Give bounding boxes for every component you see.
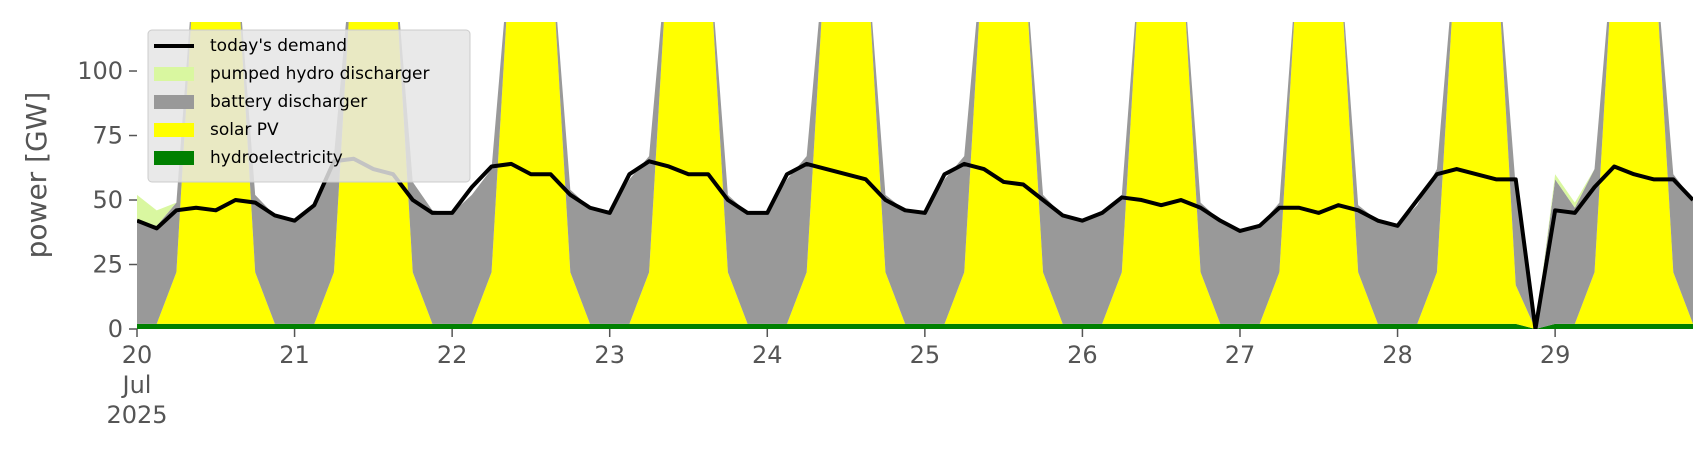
legend-label: hydroelectricity (210, 148, 343, 168)
y-tick-label: 0 (108, 315, 123, 343)
x-tick-label: 26 (1067, 341, 1098, 369)
legend-label: solar PV (210, 120, 279, 140)
legend-label: battery discharger (210, 92, 367, 112)
x-tick-label: 22 (437, 341, 468, 369)
legend-label: today's demand (210, 36, 347, 56)
x-tick-label: 23 (594, 341, 625, 369)
y-tick-label: 50 (92, 186, 123, 214)
x-tick-label: 21 (279, 341, 310, 369)
area (137, 22, 1693, 329)
y-axis-label: power [GW] (20, 92, 53, 259)
plot-area (137, 22, 1693, 329)
x-tick-label: 24 (752, 341, 783, 369)
x-tick-label: 27 (1225, 341, 1256, 369)
area (137, 22, 1693, 329)
y-tick-label: 25 (92, 251, 123, 279)
y-tick-label: 100 (77, 57, 123, 85)
legend-label: pumped hydro discharger (210, 64, 429, 84)
x-tick-label: 20 Jul 2025 (106, 341, 167, 429)
legend-swatch (154, 151, 194, 165)
legend: today's demand pumped hydro discharger bat… (147, 29, 471, 183)
axes: 0 25 50 75 100 20 Jul 2025 21 22 23 24 25 26 27 28 29 (77, 57, 1570, 429)
y-tick-label: 75 (92, 122, 123, 150)
x-tick-label: 25 (910, 341, 941, 369)
area (137, 323, 1693, 329)
legend-swatch (154, 67, 194, 81)
legend-swatch (154, 95, 194, 109)
x-tick-label: 28 (1382, 341, 1413, 369)
legend-box (147, 29, 471, 183)
x-tick-label: 29 (1540, 341, 1571, 369)
legend-swatch (154, 123, 194, 137)
